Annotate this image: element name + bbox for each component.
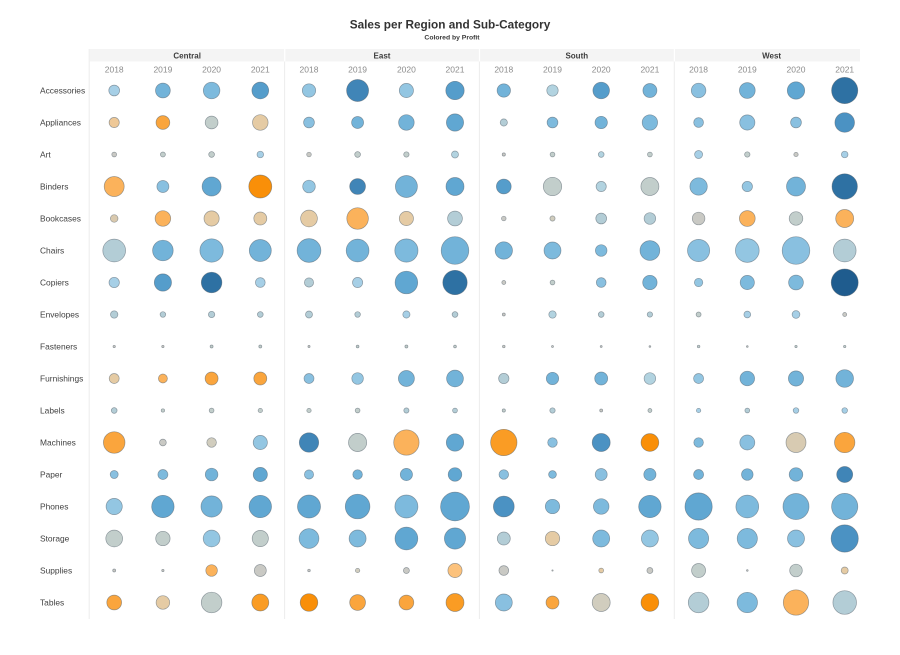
svg-text:Art: Art bbox=[40, 149, 51, 159]
svg-text:West: West bbox=[762, 52, 781, 61]
svg-text:Machines: Machines bbox=[40, 437, 76, 447]
svg-text:Storage: Storage bbox=[40, 533, 70, 543]
svg-text:2018: 2018 bbox=[689, 65, 708, 75]
svg-text:Copiers: Copiers bbox=[40, 277, 69, 287]
svg-text:Paper: Paper bbox=[40, 469, 63, 479]
svg-text:2021: 2021 bbox=[251, 65, 270, 75]
svg-text:2019: 2019 bbox=[153, 65, 172, 75]
svg-text:2021: 2021 bbox=[640, 65, 659, 75]
svg-text:Binders: Binders bbox=[40, 181, 68, 191]
svg-text:2019: 2019 bbox=[348, 65, 367, 75]
svg-text:Bookcases: Bookcases bbox=[40, 213, 81, 223]
svg-text:Central: Central bbox=[173, 52, 201, 61]
svg-text:Sales per Region and Sub-Categ: Sales per Region and Sub-Category bbox=[350, 18, 551, 32]
svg-text:Fasteners: Fasteners bbox=[40, 341, 77, 351]
svg-text:Envelopes: Envelopes bbox=[40, 309, 79, 319]
svg-text:2018: 2018 bbox=[300, 65, 319, 75]
svg-text:2020: 2020 bbox=[592, 65, 611, 75]
svg-text:2021: 2021 bbox=[446, 65, 465, 75]
svg-text:Furnishings: Furnishings bbox=[40, 373, 83, 383]
svg-text:2020: 2020 bbox=[787, 65, 806, 75]
svg-text:2019: 2019 bbox=[543, 65, 562, 75]
svg-text:East: East bbox=[374, 52, 391, 61]
svg-text:Tables: Tables bbox=[40, 597, 64, 607]
svg-text:Supplies: Supplies bbox=[40, 565, 72, 575]
svg-text:Appliances: Appliances bbox=[40, 117, 81, 127]
svg-text:Accessories: Accessories bbox=[40, 85, 85, 95]
svg-text:2020: 2020 bbox=[202, 65, 221, 75]
svg-text:2018: 2018 bbox=[494, 65, 513, 75]
svg-text:2020: 2020 bbox=[397, 65, 416, 75]
svg-text:2018: 2018 bbox=[105, 65, 124, 75]
svg-text:2019: 2019 bbox=[738, 65, 757, 75]
svg-text:Colored by Profit: Colored by Profit bbox=[424, 34, 480, 41]
svg-text:Labels: Labels bbox=[40, 405, 65, 415]
svg-text:Phones: Phones bbox=[40, 501, 68, 511]
svg-text:2021: 2021 bbox=[835, 65, 854, 75]
svg-text:South: South bbox=[565, 52, 588, 61]
svg-text:Chairs: Chairs bbox=[40, 245, 64, 255]
